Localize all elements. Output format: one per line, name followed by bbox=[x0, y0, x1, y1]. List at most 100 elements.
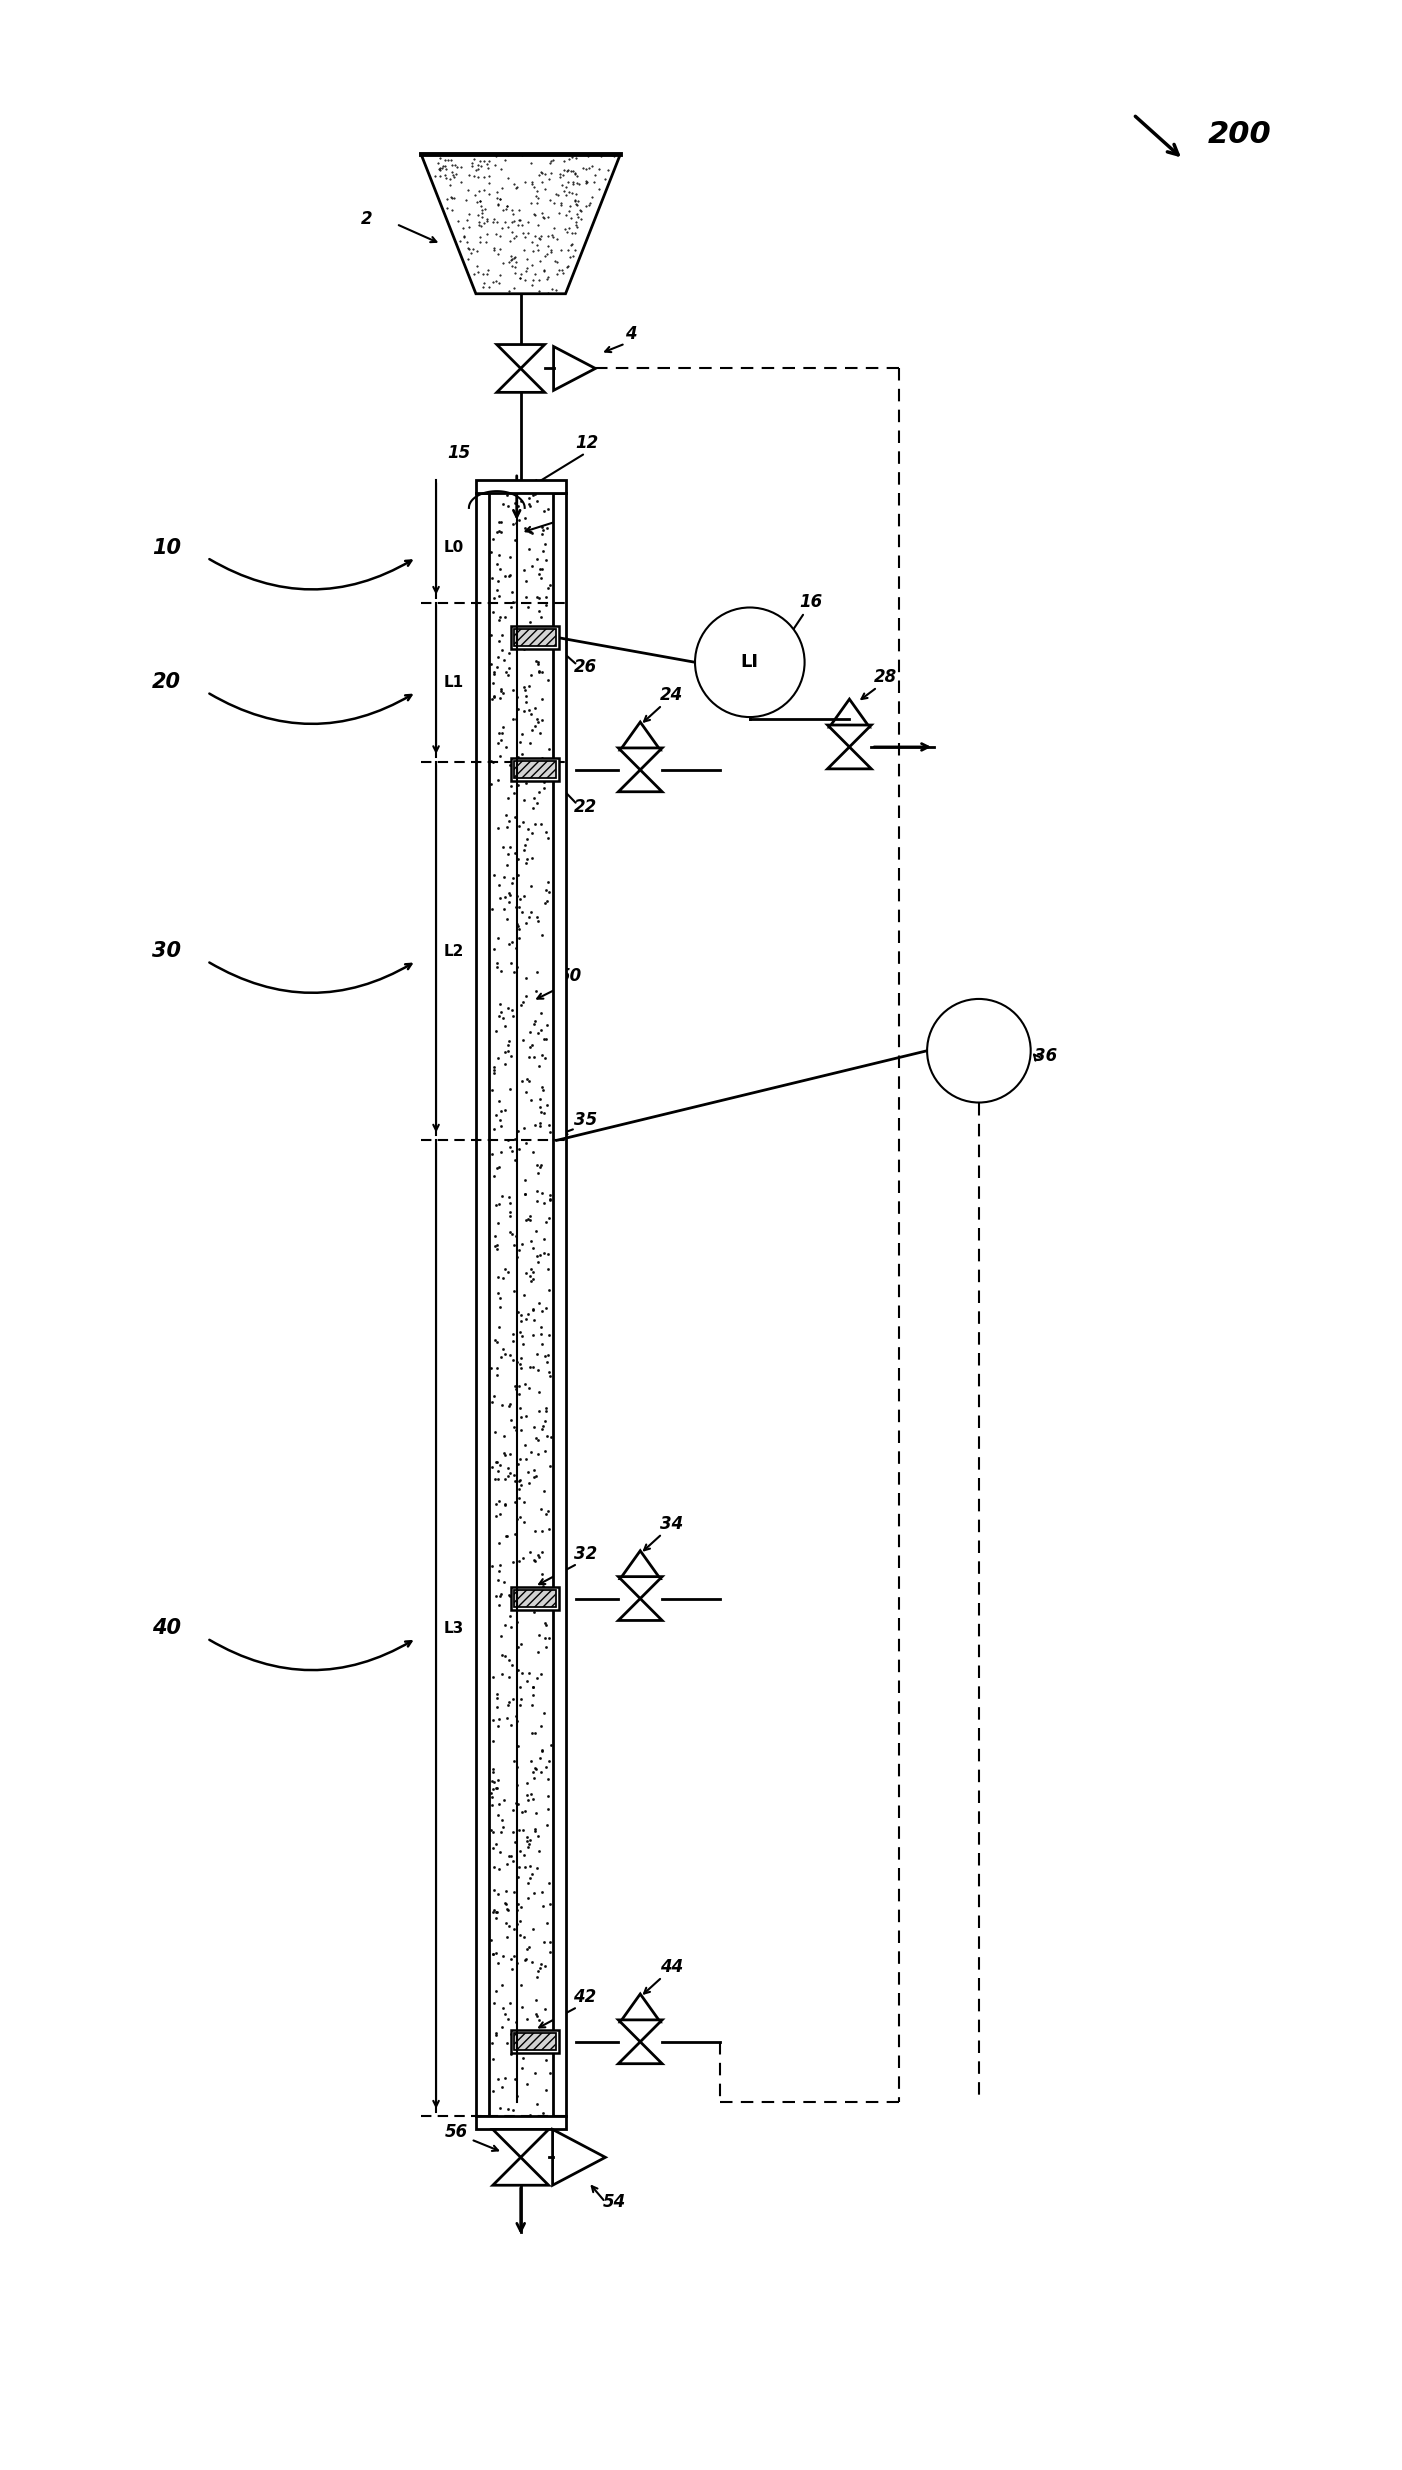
Point bbox=[492, 1257, 515, 1297]
Point bbox=[501, 1215, 523, 1255]
Point bbox=[524, 1811, 547, 1850]
Point bbox=[513, 509, 536, 548]
Point bbox=[537, 1270, 559, 1309]
Point bbox=[509, 1811, 531, 1850]
Point bbox=[537, 1759, 559, 1798]
Point bbox=[489, 1092, 512, 1131]
Point bbox=[486, 1796, 509, 1835]
Point bbox=[488, 501, 510, 541]
Point bbox=[491, 1386, 513, 1425]
Point bbox=[531, 1566, 554, 1606]
Point bbox=[508, 1462, 530, 1502]
Point bbox=[523, 1457, 545, 1497]
Point bbox=[537, 818, 559, 857]
Point bbox=[533, 1922, 555, 1961]
Point bbox=[517, 1294, 540, 1334]
Point bbox=[517, 1781, 540, 1820]
Point bbox=[491, 714, 513, 753]
Point bbox=[506, 1445, 529, 1484]
Point bbox=[515, 1396, 537, 1435]
Point bbox=[498, 800, 520, 840]
Point bbox=[482, 1156, 505, 1195]
Point bbox=[494, 1561, 516, 1601]
Point bbox=[485, 1349, 508, 1388]
Polygon shape bbox=[618, 1598, 662, 1620]
Point bbox=[484, 1983, 506, 2023]
Point bbox=[508, 840, 530, 879]
Point bbox=[513, 1835, 536, 1875]
Point bbox=[494, 1005, 516, 1045]
Point bbox=[513, 1275, 536, 1314]
Point bbox=[499, 1213, 522, 1252]
Point bbox=[496, 835, 519, 874]
Point bbox=[495, 1699, 517, 1739]
Point bbox=[486, 1203, 509, 1242]
Text: 15: 15 bbox=[447, 445, 471, 462]
Point bbox=[526, 1848, 548, 1887]
Point bbox=[488, 1149, 510, 1188]
Point bbox=[496, 1025, 519, 1065]
Point bbox=[506, 1292, 529, 1331]
Point bbox=[505, 2003, 527, 2043]
Point bbox=[526, 1657, 548, 1697]
Point bbox=[510, 1294, 533, 1334]
Point bbox=[503, 1272, 526, 1312]
Point bbox=[529, 1536, 551, 1576]
Point bbox=[531, 2092, 554, 2132]
Point bbox=[529, 1087, 551, 1126]
Point bbox=[519, 484, 541, 524]
Point bbox=[512, 1811, 534, 1850]
Point bbox=[496, 988, 519, 1028]
Point bbox=[489, 1615, 512, 1655]
Point bbox=[488, 714, 510, 753]
Point bbox=[534, 1576, 557, 1615]
Point bbox=[481, 1383, 503, 1423]
Point bbox=[506, 1581, 529, 1620]
Point bbox=[527, 771, 550, 810]
Point bbox=[536, 2070, 558, 2109]
Text: 35: 35 bbox=[573, 1112, 597, 1129]
Point bbox=[482, 1751, 505, 1791]
Text: 26: 26 bbox=[573, 657, 597, 677]
Point bbox=[537, 1250, 559, 1289]
Point bbox=[523, 689, 545, 729]
Point bbox=[506, 1746, 529, 1786]
Point bbox=[536, 1087, 558, 1126]
Point bbox=[505, 1697, 527, 1736]
Point bbox=[536, 882, 558, 921]
Text: 5: 5 bbox=[555, 504, 568, 521]
Point bbox=[517, 1037, 540, 1077]
Point bbox=[482, 1722, 505, 1761]
Point bbox=[486, 944, 509, 983]
Point bbox=[485, 647, 508, 687]
Point bbox=[503, 1823, 526, 1862]
Point bbox=[509, 1685, 531, 1724]
Point bbox=[517, 692, 540, 731]
Point bbox=[522, 1675, 544, 1714]
Text: 28: 28 bbox=[875, 669, 897, 687]
Point bbox=[481, 1786, 503, 1825]
Text: 30: 30 bbox=[153, 941, 181, 961]
Point bbox=[503, 1909, 526, 1949]
Point bbox=[505, 832, 527, 872]
Point bbox=[522, 1025, 544, 1065]
Point bbox=[516, 1862, 538, 1902]
Point bbox=[519, 1820, 541, 1860]
Point bbox=[488, 1850, 510, 1890]
Point bbox=[527, 645, 550, 684]
Point bbox=[479, 1349, 502, 1388]
Point bbox=[489, 669, 512, 709]
Point bbox=[502, 1314, 524, 1354]
Point bbox=[523, 1450, 545, 1489]
Point bbox=[506, 736, 529, 776]
Point bbox=[485, 1497, 508, 1536]
Point bbox=[491, 615, 513, 655]
Point bbox=[519, 1346, 541, 1386]
Point bbox=[527, 590, 550, 630]
Point bbox=[529, 1149, 551, 1188]
Point bbox=[481, 2070, 503, 2109]
Text: LI: LI bbox=[740, 652, 758, 672]
Point bbox=[485, 1484, 508, 1524]
Point bbox=[529, 714, 551, 753]
Point bbox=[519, 1433, 541, 1472]
